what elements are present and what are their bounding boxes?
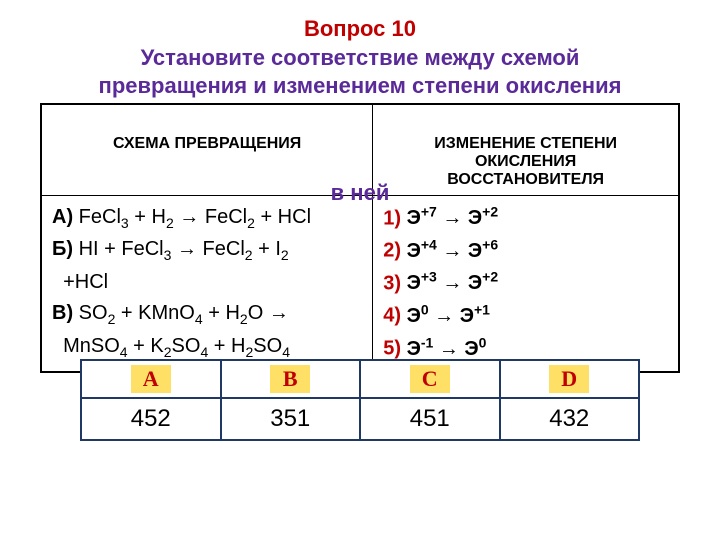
scheme-label: В): [52, 302, 79, 324]
answer-option-label[interactable]: A: [81, 360, 221, 398]
scheme-equation: MnSO4 + K2SO4 + H2SO4: [52, 335, 290, 357]
answer-option-value[interactable]: 351: [221, 398, 361, 440]
change-number: 3): [383, 272, 406, 294]
answer-options: A B C D 452351451432: [80, 359, 640, 441]
scheme-equation: HI + FeCl3 → FeCl2 + I2: [79, 238, 289, 260]
answer-option-value[interactable]: 452: [81, 398, 221, 440]
answer-badge: A: [131, 365, 171, 393]
answer-badge: B: [270, 365, 310, 393]
answer-option-label[interactable]: C: [360, 360, 500, 398]
answer-table: A B C D 452351451432: [80, 359, 640, 441]
change-number: 2): [383, 240, 406, 262]
page: Вопрос 10 Установите соответствие между …: [0, 0, 720, 540]
change-row: 1) Э+7 → Э+2: [383, 202, 668, 235]
change-row: 4) Э0 → Э+1: [383, 299, 668, 332]
change-row: 2) Э+4 → Э+6: [383, 234, 668, 267]
scheme-cell: А) FeCl3 + H2 → FeCl2 + HClБ) HI + FeCl3…: [41, 195, 373, 372]
change-equation: Э0 → Э+1: [407, 305, 490, 327]
question-text-line4: в ней: [0, 180, 720, 206]
question-text-line2: превращения и изменением степени окислен…: [20, 72, 700, 100]
change-number: 5): [383, 338, 406, 360]
answer-option-label[interactable]: B: [221, 360, 361, 398]
scheme-row: А) FeCl3 + H2 → FeCl2 + HCl: [52, 202, 362, 235]
matching-table: СХЕМА ПРЕВРАЩЕНИЯ ИЗМЕНЕНИЕ СТЕПЕНИ ОКИС…: [40, 103, 680, 373]
change-cell: 1) Э+7 → Э+22) Э+4 → Э+63) Э+3 → Э+24) Э…: [373, 195, 679, 372]
question-number: Вопрос 10: [20, 16, 700, 42]
answer-option-label[interactable]: D: [500, 360, 640, 398]
scheme-label: А): [52, 206, 79, 228]
change-number: 1): [383, 207, 406, 229]
change-row: 3) Э+3 → Э+2: [383, 267, 668, 300]
change-number: 4): [383, 305, 406, 327]
scheme-label: Б): [52, 238, 79, 260]
scheme-equation: FeCl3 + H2 → FeCl2 + HCl: [79, 206, 311, 228]
change-equation: Э-1 → Э0: [407, 338, 487, 360]
scheme-equation: SO2 + KMnO4 + H2O →: [79, 302, 289, 324]
change-equation: Э+3 → Э+2: [407, 272, 499, 294]
answer-badge: C: [410, 365, 450, 393]
change-equation: Э+7 → Э+2: [407, 207, 499, 229]
scheme-row: В) SO2 + KMnO4 + H2O →: [52, 298, 362, 331]
scheme-row: Б) HI + FeCl3 → FeCl2 + I2: [52, 234, 362, 267]
answer-option-value[interactable]: 432: [500, 398, 640, 440]
answer-option-value[interactable]: 451: [360, 398, 500, 440]
answer-badge: D: [549, 365, 589, 393]
question-text-line1: Установите соответствие между схемой: [20, 44, 700, 72]
scheme-equation: +HCl: [52, 271, 108, 293]
change-equation: Э+4 → Э+6: [407, 240, 499, 262]
scheme-row: +HCl: [52, 267, 362, 298]
